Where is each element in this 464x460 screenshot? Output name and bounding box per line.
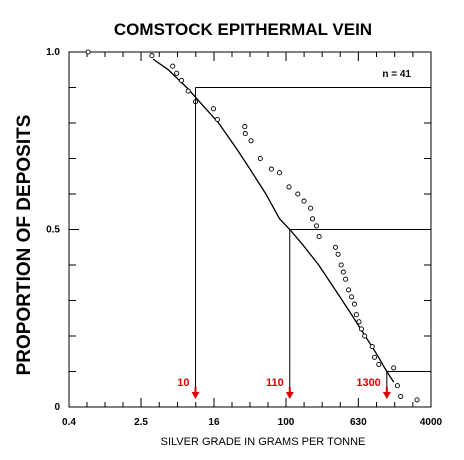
data-point — [343, 276, 349, 282]
data-point — [277, 170, 283, 176]
percentile-label: 110 — [266, 377, 284, 389]
data-point — [85, 49, 91, 55]
data-point — [268, 166, 274, 172]
data-point — [295, 191, 301, 197]
data-point — [332, 244, 339, 250]
data-point — [358, 326, 364, 332]
percentile-arrow-head — [285, 392, 294, 399]
data-point — [362, 333, 368, 339]
data-point — [349, 294, 355, 300]
percentile-label: 1300 — [356, 377, 380, 389]
data-point — [316, 234, 322, 240]
percentile-label: 10 — [177, 377, 189, 389]
data-point — [371, 354, 378, 360]
data-point — [301, 198, 307, 204]
y-tick-label: 0 — [54, 402, 60, 413]
data-point — [351, 301, 357, 307]
x-axis-label: SILVER GRADE IN GRAMS PER TONNE — [161, 436, 366, 448]
data-point — [185, 88, 191, 94]
y-tick-label: 1.0 — [46, 47, 60, 58]
data-point — [335, 251, 341, 257]
data-point — [308, 205, 314, 211]
data-point — [345, 287, 352, 293]
data-point — [340, 269, 346, 275]
data-point — [174, 70, 180, 76]
data-point — [149, 53, 155, 59]
data-point — [376, 361, 382, 367]
data-point — [248, 138, 254, 144]
data-point — [242, 124, 248, 130]
percentile-arrow-head — [191, 392, 200, 399]
data-point — [391, 365, 397, 371]
percentile-arrow-head — [382, 392, 391, 399]
data-point — [398, 393, 404, 399]
data-point — [242, 131, 248, 137]
data-point — [286, 184, 292, 190]
data-point — [178, 77, 185, 83]
fitted-lognormal-curve — [152, 58, 395, 383]
data-point — [353, 312, 359, 318]
data-points-layer — [85, 49, 420, 403]
data-point — [369, 344, 375, 350]
fit-line-layer — [152, 58, 395, 383]
data-point — [214, 116, 221, 122]
data-point — [170, 63, 176, 69]
x-tick-label: 100 — [278, 417, 295, 428]
data-point — [257, 155, 263, 162]
data-point — [356, 319, 362, 325]
percentile-markers-layer: 10 110 1300 — [177, 87, 431, 399]
x-tick-label: 16 — [208, 417, 220, 428]
y-tick-label: 0.5 — [46, 225, 60, 236]
x-axis-ticks: 0.4 2.5 16 100 630 4000 — [62, 52, 443, 428]
data-point — [309, 216, 316, 222]
data-point — [210, 106, 217, 112]
y-axis-label: PROPORTION OF DEPOSITS — [14, 115, 35, 376]
data-point — [414, 397, 420, 403]
x-tick-label: 0.4 — [62, 417, 76, 428]
data-point — [313, 223, 320, 229]
sample-size-annotation: n = 41 — [382, 69, 411, 80]
data-point — [338, 262, 344, 268]
chart-title: COMSTOCK EPITHERMAL VEIN — [114, 20, 372, 39]
x-tick-label: 2.5 — [134, 417, 148, 428]
x-tick-label: 4000 — [420, 417, 443, 428]
x-tick-label: 630 — [350, 417, 367, 428]
data-point — [394, 383, 400, 389]
